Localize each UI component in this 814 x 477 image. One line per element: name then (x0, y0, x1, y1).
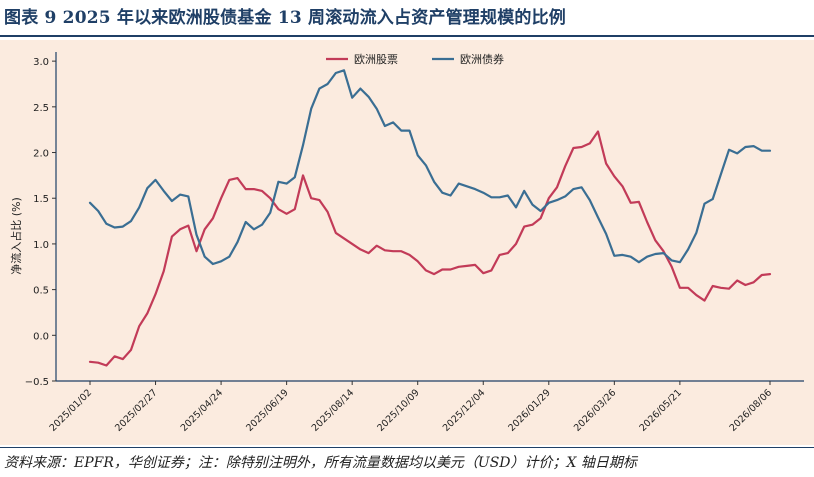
legend-label-equity: 欧洲股票 (354, 53, 398, 66)
y-tick-label: 0.5 (33, 286, 49, 297)
y-tick-label: −0.5 (25, 377, 49, 388)
series-line-bond (88, 69, 772, 266)
y-tick-label: 2.0 (33, 149, 49, 160)
source-note: 资料来源：EPFR，华创证券；注：除特别注明外，所有流量数据均以美元（USD）计… (4, 455, 637, 471)
source-rule (0, 447, 814, 448)
title-rule (0, 35, 814, 37)
y-axis-label: 净流入占比 (%) (9, 197, 23, 275)
y-tick-label: 0.0 (33, 331, 49, 342)
plot-background (0, 40, 814, 445)
chart-container: 3.0 2.5 2.0 1.5 1.0 0.5 0.0 −0.5 2025/01/02 2025/… (0, 40, 814, 445)
series-line-equity (88, 130, 772, 367)
y-tick-label: 1.5 (33, 194, 49, 205)
y-tick-label: 2.5 (33, 103, 49, 114)
y-tick-label: 1.0 (33, 240, 49, 251)
y-tick-label: 3.0 (33, 57, 49, 68)
legend-label-bond: 欧洲债券 (460, 52, 504, 66)
figure-title: 图表 9 2025 年以来欧洲股债基金 13 周滚动流入占资产管理规模的比例 (4, 8, 566, 28)
